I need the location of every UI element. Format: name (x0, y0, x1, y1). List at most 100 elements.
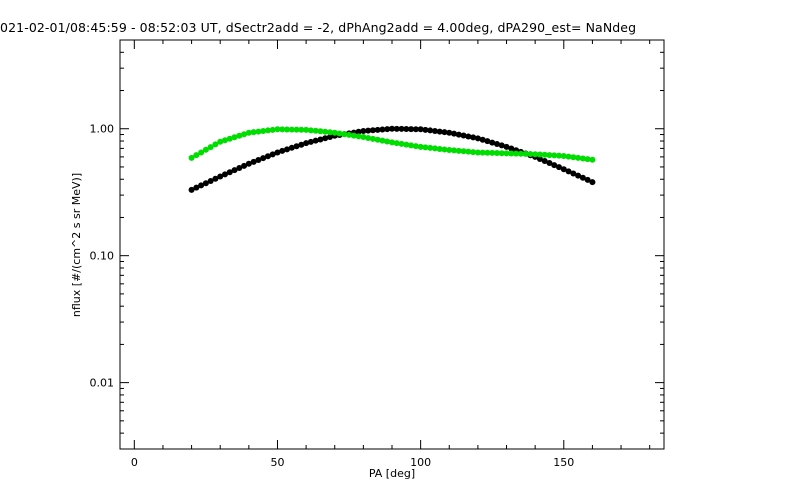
data-point (565, 153, 572, 160)
chart-title: 2021-02-01/08:45:59 - 08:52:03 UT, dSect… (0, 20, 637, 35)
data-point (579, 174, 586, 181)
data-point (403, 141, 410, 148)
data-point (570, 170, 577, 177)
data-point (226, 169, 233, 176)
data-point (536, 151, 543, 158)
data-point (498, 142, 505, 149)
data-point (541, 151, 548, 158)
data-point (389, 125, 395, 132)
data-point (427, 144, 434, 151)
data-point (360, 127, 367, 134)
y-axis-ticks: 0.01 0.10 1.00 (90, 39, 664, 450)
data-point (408, 126, 415, 133)
data-point (322, 135, 329, 142)
data-point (369, 127, 376, 134)
data-point (455, 147, 462, 154)
data-point (231, 134, 238, 141)
data-point (221, 171, 228, 178)
data-point (470, 134, 477, 141)
data-point (293, 143, 300, 150)
data-point (465, 148, 472, 155)
data-point (326, 134, 333, 141)
x-tick-label: 100 (410, 456, 431, 469)
data-point (355, 133, 362, 140)
data-point (584, 176, 591, 183)
data-point (536, 155, 543, 162)
data-point (465, 133, 472, 140)
data-point (274, 126, 281, 133)
data-point (417, 143, 424, 150)
y-tick-label: 1.00 (90, 123, 115, 136)
data-point (202, 146, 209, 153)
data-point (436, 128, 443, 135)
data-point (198, 149, 205, 156)
data-point (479, 149, 486, 156)
data-point (455, 131, 462, 138)
data-point (322, 128, 329, 135)
data-point (365, 127, 372, 134)
data-point (217, 138, 224, 145)
data-point (260, 128, 267, 135)
data-point (551, 152, 558, 159)
data-point (217, 173, 224, 180)
data-point (264, 127, 271, 134)
data-point (575, 154, 582, 161)
data-point (479, 136, 486, 143)
data-point (279, 126, 286, 133)
data-point (221, 137, 228, 144)
data-point (207, 177, 214, 184)
data-point (236, 165, 243, 172)
data-point (522, 150, 529, 157)
data-point (412, 126, 419, 133)
data-point (303, 140, 310, 147)
data-point (298, 126, 305, 133)
data-point (560, 166, 567, 173)
data-point (293, 126, 300, 133)
data-point (546, 152, 553, 159)
data-point (503, 150, 510, 157)
x-tick-label: 50 (270, 456, 284, 469)
data-point (307, 138, 314, 145)
data-point (284, 146, 291, 153)
data-point (493, 150, 500, 157)
x-tick-label: 0 (131, 456, 138, 469)
data-point (374, 126, 381, 133)
data-point (484, 149, 491, 156)
data-point (541, 157, 548, 164)
data-point (250, 158, 257, 165)
data-point (365, 134, 372, 141)
data-point (503, 143, 510, 150)
data-point (517, 150, 524, 157)
data-point (393, 125, 400, 132)
data-point (317, 136, 324, 143)
data-point (193, 184, 200, 191)
data-point (384, 126, 391, 133)
data-point (460, 148, 467, 155)
data-point (331, 129, 338, 136)
data-point (379, 137, 386, 144)
data-point (303, 126, 310, 133)
data-point (551, 162, 558, 169)
data-point (226, 135, 233, 142)
data-point (269, 151, 276, 158)
data-point (560, 152, 567, 159)
data-point (374, 136, 381, 143)
data-point (393, 140, 400, 147)
data-point (532, 151, 539, 158)
data-point (489, 149, 496, 156)
data-point (451, 130, 458, 137)
data-point (441, 129, 448, 136)
data-point (556, 152, 563, 159)
data-point (274, 149, 281, 156)
data-point (307, 127, 314, 134)
data-point (570, 154, 577, 161)
data-point (389, 139, 395, 146)
data-point (508, 145, 515, 152)
data-point (527, 151, 534, 158)
data-point (250, 129, 257, 136)
x-axis-label: PA [deg] (369, 467, 415, 480)
data-point (231, 167, 238, 174)
data-point (417, 126, 424, 133)
data-point (212, 175, 219, 182)
data-point (288, 126, 295, 133)
